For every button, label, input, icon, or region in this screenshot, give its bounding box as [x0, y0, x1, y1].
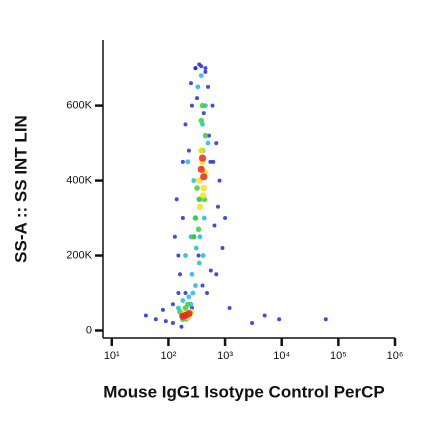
point — [214, 272, 219, 277]
point — [212, 223, 217, 228]
point — [183, 122, 188, 127]
point — [194, 185, 200, 191]
point — [170, 321, 175, 326]
point — [197, 234, 203, 240]
point — [198, 154, 207, 162]
point — [185, 159, 191, 165]
point — [208, 159, 213, 164]
point — [210, 103, 215, 108]
point — [180, 159, 185, 164]
point — [203, 66, 208, 71]
point — [199, 64, 204, 69]
point — [198, 117, 205, 124]
point — [193, 66, 198, 71]
point — [250, 321, 255, 326]
point — [227, 306, 232, 311]
point — [185, 310, 193, 318]
x-tick-label: 10⁴ — [273, 350, 290, 362]
point — [193, 245, 199, 251]
y-tick-label: 400K — [66, 174, 92, 186]
point — [188, 81, 193, 86]
point — [185, 301, 191, 308]
point — [179, 324, 184, 329]
point — [206, 84, 211, 89]
point — [183, 253, 188, 258]
point — [208, 268, 213, 273]
point — [323, 317, 328, 322]
point — [186, 294, 192, 300]
point — [179, 312, 187, 320]
point — [201, 215, 207, 221]
y-tick-label: 600K — [66, 100, 92, 112]
point — [220, 246, 225, 251]
point — [191, 178, 197, 183]
point — [190, 233, 197, 240]
point — [174, 197, 179, 202]
point — [205, 140, 211, 146]
point — [223, 216, 228, 221]
x-tick-label: 10² — [160, 350, 176, 362]
point — [199, 102, 206, 109]
x-axis-title: Mouse IgG1 Isotype Control PerCP — [103, 382, 385, 401]
point — [160, 307, 165, 312]
point — [180, 298, 186, 303]
point — [195, 226, 202, 233]
point — [198, 147, 205, 154]
point — [176, 253, 181, 258]
point — [195, 96, 200, 101]
point — [200, 184, 207, 192]
y-tick-label: 200K — [66, 249, 92, 261]
point — [190, 290, 196, 296]
point — [217, 178, 222, 183]
point — [201, 111, 206, 116]
point — [214, 141, 219, 146]
point — [163, 319, 168, 324]
point — [153, 317, 158, 322]
point — [200, 253, 206, 258]
point — [170, 302, 175, 307]
point — [262, 313, 267, 318]
point — [196, 253, 201, 258]
x-tick-label: 10⁵ — [330, 350, 347, 362]
point — [186, 148, 191, 153]
y-axis-title: SS-A :: SS INT LIN — [11, 115, 30, 263]
x-tick-label: 10³ — [217, 350, 233, 362]
point — [195, 84, 201, 90]
point — [211, 159, 216, 164]
point — [215, 204, 220, 209]
point — [192, 215, 199, 221]
y-tick-label: 0 — [86, 324, 92, 336]
point — [183, 291, 188, 296]
point — [196, 196, 203, 203]
point — [198, 73, 204, 79]
point — [180, 216, 185, 221]
point — [196, 260, 202, 266]
x-tick-label: 10¹ — [104, 350, 120, 362]
point — [197, 165, 205, 173]
x-tick-label: 10⁶ — [387, 350, 404, 362]
point — [143, 313, 148, 318]
point — [203, 69, 208, 74]
point — [200, 283, 205, 288]
point — [199, 192, 207, 199]
point — [189, 271, 195, 277]
point — [202, 132, 209, 139]
point — [196, 203, 204, 211]
point — [177, 272, 182, 277]
point — [277, 317, 282, 322]
point — [200, 173, 208, 181]
point — [193, 283, 198, 288]
point — [176, 291, 181, 296]
point — [205, 291, 210, 296]
point — [189, 103, 194, 108]
point — [172, 234, 177, 239]
